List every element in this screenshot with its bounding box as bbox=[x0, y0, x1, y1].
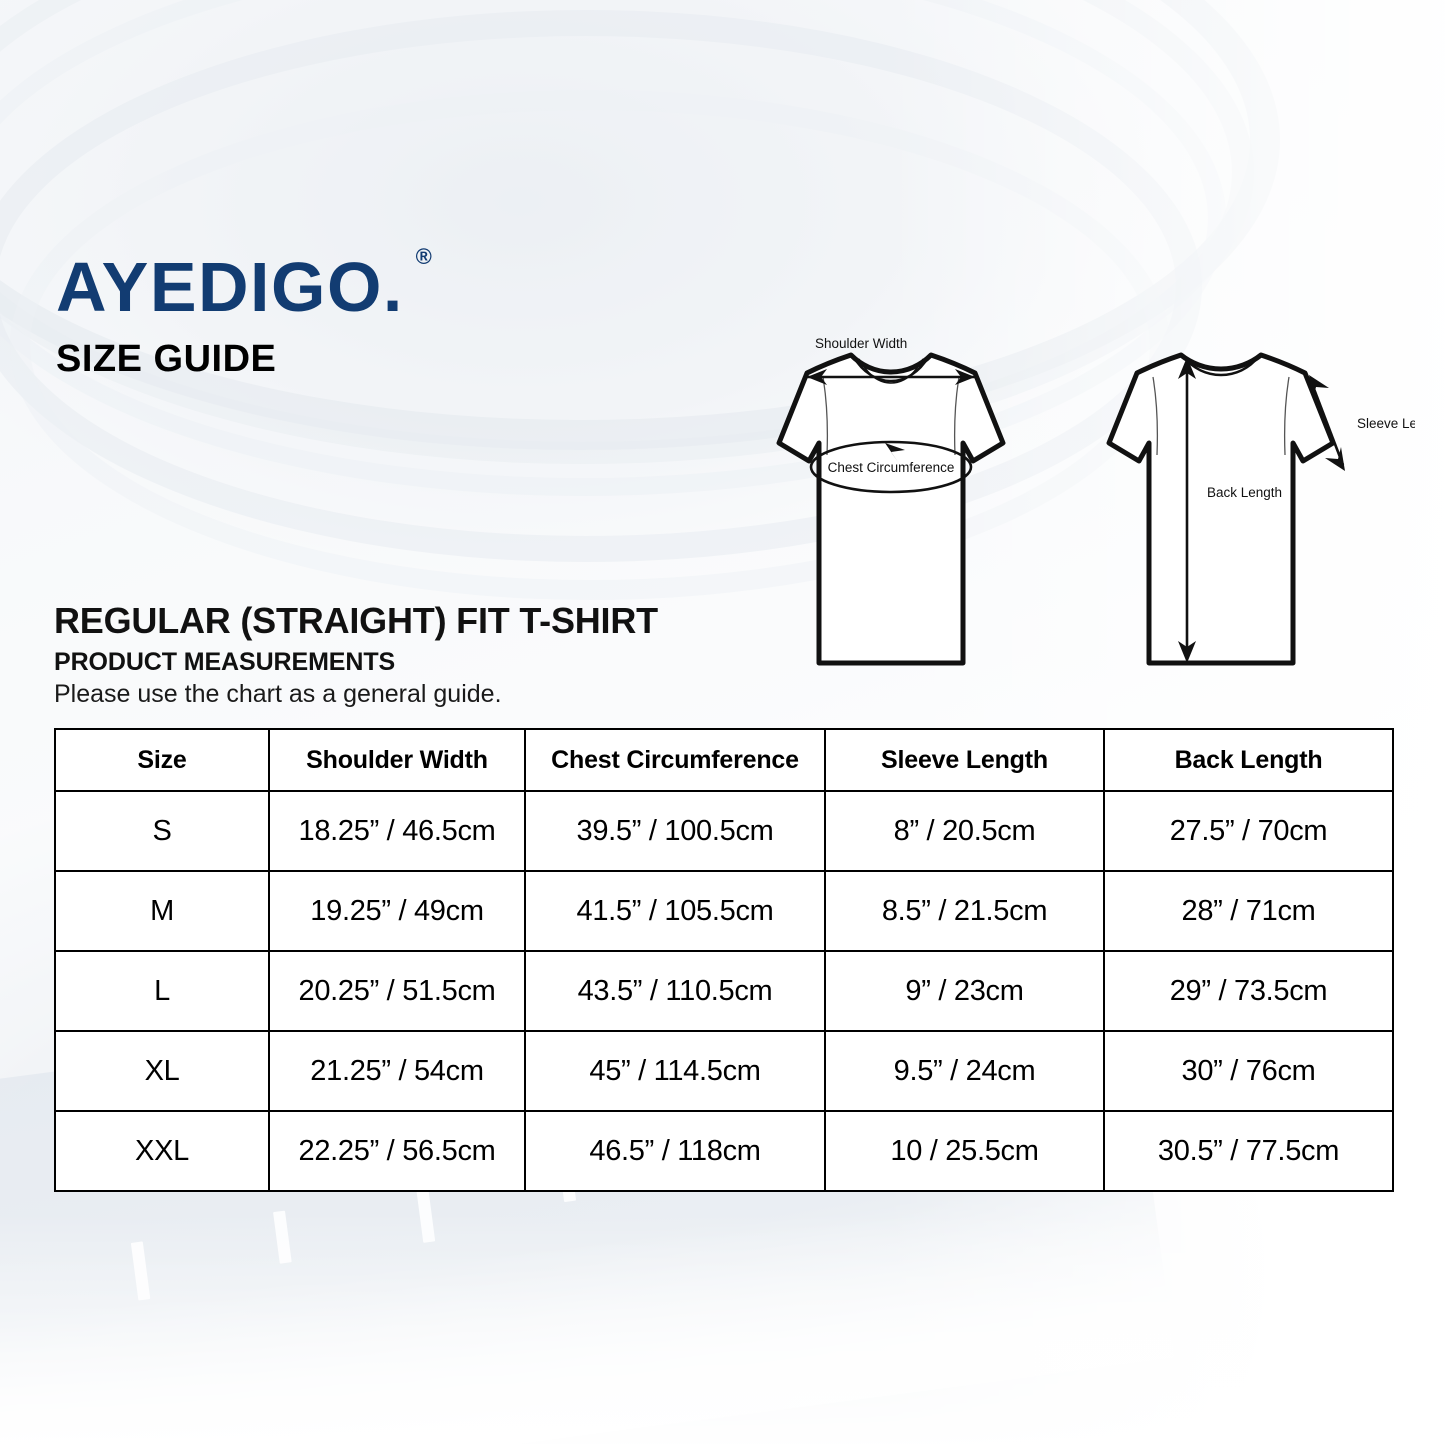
back-length-label: Back Length bbox=[1207, 485, 1282, 500]
table-row: L 20.25” / 51.5cm 43.5” / 110.5cm 9” / 2… bbox=[54, 950, 1394, 1032]
background-fade-right bbox=[885, 0, 1445, 1444]
column-header-back-length: Back Length bbox=[1103, 728, 1394, 792]
table-row: M 19.25” / 49cm 41.5” / 105.5cm 8.5” / 2… bbox=[54, 870, 1394, 952]
table-row: S 18.25” / 46.5cm 39.5” / 100.5cm 8” / 2… bbox=[54, 790, 1394, 872]
cell-size: XXL bbox=[54, 1110, 270, 1192]
cell-shoulder-width: 19.25” / 49cm bbox=[268, 870, 526, 952]
cell-back-length: 30” / 76cm bbox=[1103, 1030, 1394, 1112]
logo: AYEDIGO. ® bbox=[56, 246, 432, 326]
cell-back-length: 30.5” / 77.5cm bbox=[1103, 1110, 1394, 1192]
cell-chest-circumference: 41.5” / 105.5cm bbox=[524, 870, 826, 952]
cell-sleeve-length: 8” / 20.5cm bbox=[824, 790, 1105, 872]
cell-shoulder-width: 20.25” / 51.5cm bbox=[268, 950, 526, 1032]
cell-chest-circumference: 43.5” / 110.5cm bbox=[524, 950, 826, 1032]
cell-shoulder-width: 21.25” / 54cm bbox=[268, 1030, 526, 1112]
cell-shoulder-width: 18.25” / 46.5cm bbox=[268, 790, 526, 872]
cell-back-length: 27.5” / 70cm bbox=[1103, 790, 1394, 872]
registered-trademark-icon: ® bbox=[415, 244, 432, 269]
cell-back-length: 28” / 71cm bbox=[1103, 870, 1394, 952]
sleeve-length-label: Sleeve Length bbox=[1357, 416, 1415, 431]
shoulder-width-label: Shoulder Width bbox=[815, 336, 907, 351]
cell-sleeve-length: 9” / 23cm bbox=[824, 950, 1105, 1032]
cell-back-length: 29” / 73.5cm bbox=[1103, 950, 1394, 1032]
fit-title: REGULAR (STRAIGHT) FIT T-SHIRT bbox=[54, 600, 658, 641]
tshirt-front-illustration: Shoulder Width Chest Circumference bbox=[776, 336, 1006, 666]
cell-chest-circumference: 46.5” / 118cm bbox=[524, 1110, 826, 1192]
cell-size: M bbox=[54, 870, 270, 952]
tape-tick bbox=[130, 1241, 151, 1301]
column-header-chest-circumference: Chest Circumference bbox=[524, 728, 826, 792]
size-chart-container: Size Shoulder Width Chest Circumference … bbox=[54, 728, 1394, 1192]
cell-sleeve-length: 8.5” / 21.5cm bbox=[824, 870, 1105, 952]
size-chart-table: Size Shoulder Width Chest Circumference … bbox=[54, 728, 1394, 1192]
background-fade-bottom bbox=[0, 1214, 1445, 1444]
logo-wordmark: AYEDIGO. bbox=[56, 248, 404, 326]
measurements-note: Please use the chart as a general guide. bbox=[54, 680, 502, 708]
cell-size: XL bbox=[54, 1030, 270, 1112]
column-header-size: Size bbox=[54, 728, 270, 792]
column-header-shoulder-width: Shoulder Width bbox=[268, 728, 526, 792]
tshirt-measurement-diagram: Shoulder Width Chest Circumference Back … bbox=[735, 325, 1415, 685]
chest-circumference-label: Chest Circumference bbox=[828, 460, 955, 475]
table-row: XXL 22.25” / 56.5cm 46.5” / 118cm 10 / 2… bbox=[54, 1110, 1394, 1192]
cell-sleeve-length: 10 / 25.5cm bbox=[824, 1110, 1105, 1192]
column-header-sleeve-length: Sleeve Length bbox=[824, 728, 1105, 792]
cell-chest-circumference: 45” / 114.5cm bbox=[524, 1030, 826, 1112]
tshirt-back-illustration: Back Length Sleeve Length bbox=[1106, 352, 1415, 666]
cell-sleeve-length: 9.5” / 24cm bbox=[824, 1030, 1105, 1112]
tape-tick bbox=[273, 1210, 292, 1264]
brand-header: AYEDIGO. ® SIZE GUIDE bbox=[56, 246, 432, 380]
cell-size: S bbox=[54, 790, 270, 872]
measurements-title: PRODUCT MEASUREMENTS bbox=[54, 648, 396, 676]
cell-shoulder-width: 22.25” / 56.5cm bbox=[268, 1110, 526, 1192]
table-header-row: Size Shoulder Width Chest Circumference … bbox=[54, 728, 1394, 792]
table-row: XL 21.25” / 54cm 45” / 114.5cm 9.5” / 24… bbox=[54, 1030, 1394, 1112]
page-title: SIZE GUIDE bbox=[56, 338, 277, 380]
cell-chest-circumference: 39.5” / 100.5cm bbox=[524, 790, 826, 872]
cell-size: L bbox=[54, 950, 270, 1032]
